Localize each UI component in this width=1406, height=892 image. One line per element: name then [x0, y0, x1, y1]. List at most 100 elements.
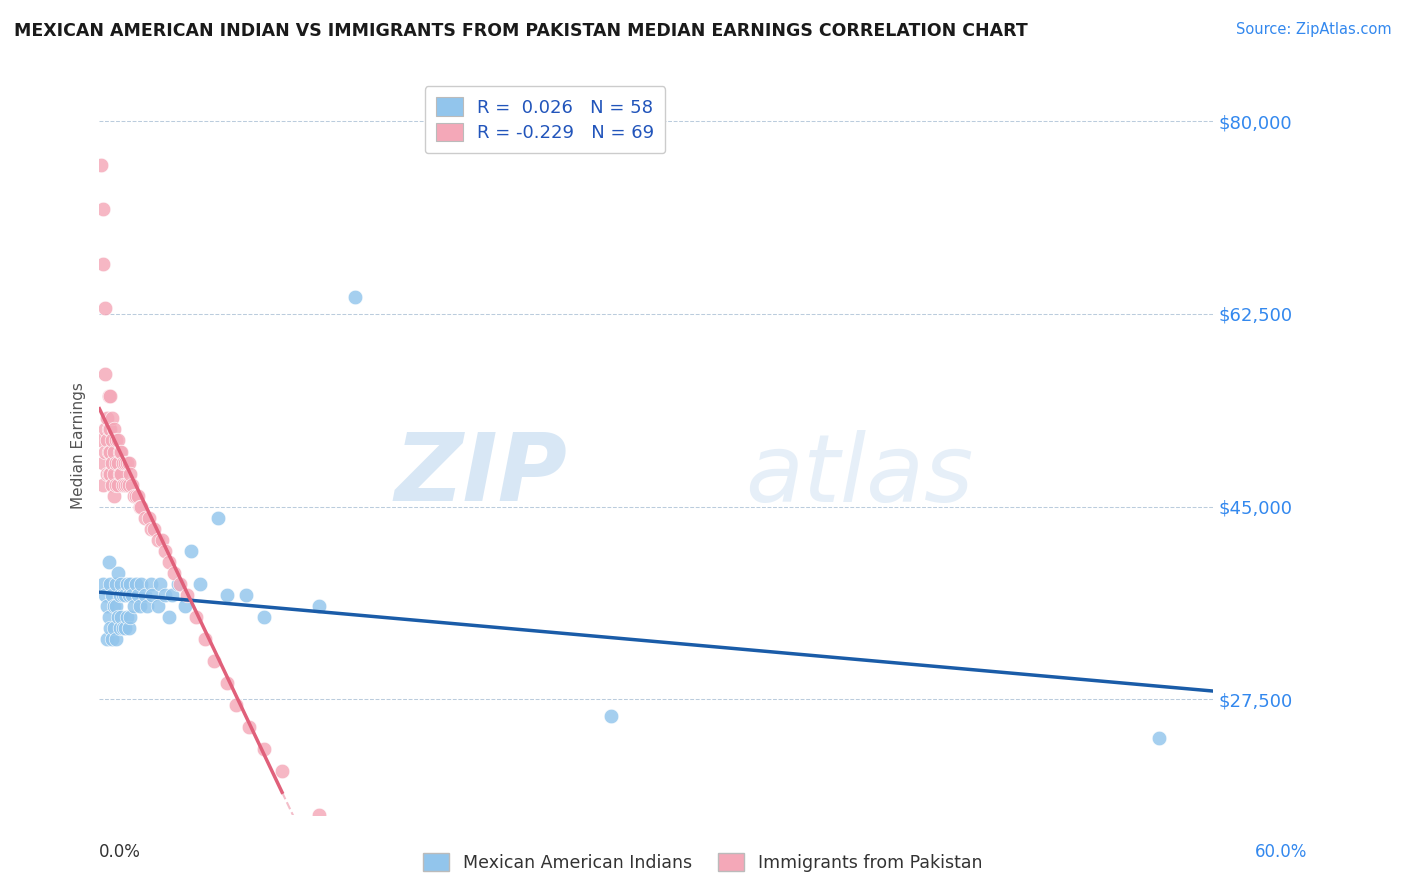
Point: [94, 368, 117, 382]
Text: Source: ZipAtlas.com: Source: ZipAtlas.com: [1236, 22, 1392, 37]
Point: [238, 720, 260, 734]
Point: [114, 621, 136, 635]
Point: [97, 467, 120, 481]
Point: [114, 588, 136, 602]
Point: [96, 599, 118, 613]
Point: [138, 510, 160, 524]
Point: [125, 489, 148, 503]
Point: [100, 444, 122, 458]
Point: [176, 588, 198, 602]
Point: [104, 599, 127, 613]
Point: [103, 621, 125, 635]
Point: [94, 588, 117, 602]
Point: [127, 588, 149, 602]
Point: [146, 533, 169, 547]
Point: [186, 609, 208, 624]
Point: [104, 477, 127, 491]
Point: [107, 434, 129, 448]
Point: [1147, 731, 1170, 745]
Y-axis label: Median Earnings: Median Earnings: [72, 383, 86, 509]
Point: [94, 422, 117, 436]
Point: [204, 654, 226, 668]
Point: [101, 434, 124, 448]
Point: [271, 764, 294, 778]
Point: [104, 434, 127, 448]
Point: [149, 576, 172, 591]
Point: [90, 158, 112, 172]
Point: [122, 599, 145, 613]
Point: [96, 632, 118, 646]
Point: [118, 456, 141, 470]
Point: [104, 456, 127, 470]
Point: [110, 576, 132, 591]
Point: [167, 576, 190, 591]
Point: [157, 609, 180, 624]
Point: [97, 555, 120, 569]
Legend: R =  0.026   N = 58, R = -0.229   N = 69: R = 0.026 N = 58, R = -0.229 N = 69: [425, 87, 665, 153]
Point: [207, 510, 229, 524]
Point: [101, 411, 124, 425]
Point: [104, 632, 127, 646]
Point: [217, 588, 239, 602]
Point: [120, 576, 142, 591]
Point: [135, 599, 157, 613]
Point: [253, 609, 276, 624]
Point: [108, 467, 131, 481]
Point: [121, 477, 143, 491]
Point: [118, 477, 141, 491]
Point: [103, 599, 125, 613]
Point: [107, 456, 129, 470]
Point: [90, 434, 112, 448]
Point: [344, 290, 367, 304]
Point: [103, 444, 125, 458]
Point: [131, 576, 153, 591]
Point: [139, 522, 162, 536]
Point: [118, 588, 141, 602]
Point: [101, 588, 124, 602]
Point: [134, 588, 156, 602]
Point: [103, 467, 125, 481]
Point: [108, 621, 131, 635]
Point: [146, 599, 169, 613]
Point: [120, 467, 142, 481]
Point: [112, 621, 135, 635]
Point: [94, 301, 117, 316]
Point: [308, 807, 330, 822]
Point: [163, 566, 186, 580]
Point: [91, 477, 114, 491]
Point: [114, 456, 136, 470]
Point: [104, 576, 127, 591]
Point: [91, 576, 114, 591]
Point: [115, 576, 138, 591]
Point: [217, 675, 239, 690]
Point: [107, 566, 129, 580]
Legend: Mexican American Indians, Immigrants from Pakistan: Mexican American Indians, Immigrants fro…: [416, 847, 990, 879]
Point: [122, 489, 145, 503]
Point: [188, 576, 211, 591]
Point: [599, 708, 621, 723]
Text: 60.0%: 60.0%: [1256, 843, 1308, 861]
Point: [96, 434, 118, 448]
Point: [97, 389, 120, 403]
Point: [169, 576, 191, 591]
Point: [115, 456, 138, 470]
Text: MEXICAN AMERICAN INDIAN VS IMMIGRANTS FROM PAKISTAN MEDIAN EARNINGS CORRELATION : MEXICAN AMERICAN INDIAN VS IMMIGRANTS FR…: [14, 22, 1028, 40]
Point: [120, 609, 142, 624]
Point: [115, 609, 138, 624]
Point: [194, 632, 217, 646]
Point: [103, 489, 125, 503]
Point: [103, 422, 125, 436]
Point: [108, 588, 131, 602]
Point: [127, 489, 149, 503]
Text: 0.0%: 0.0%: [98, 843, 141, 861]
Point: [101, 456, 124, 470]
Point: [97, 444, 120, 458]
Point: [97, 422, 120, 436]
Point: [110, 467, 132, 481]
Point: [108, 444, 131, 458]
Point: [118, 621, 141, 635]
Point: [128, 500, 150, 514]
Point: [131, 500, 153, 514]
Point: [112, 477, 135, 491]
Point: [91, 456, 114, 470]
